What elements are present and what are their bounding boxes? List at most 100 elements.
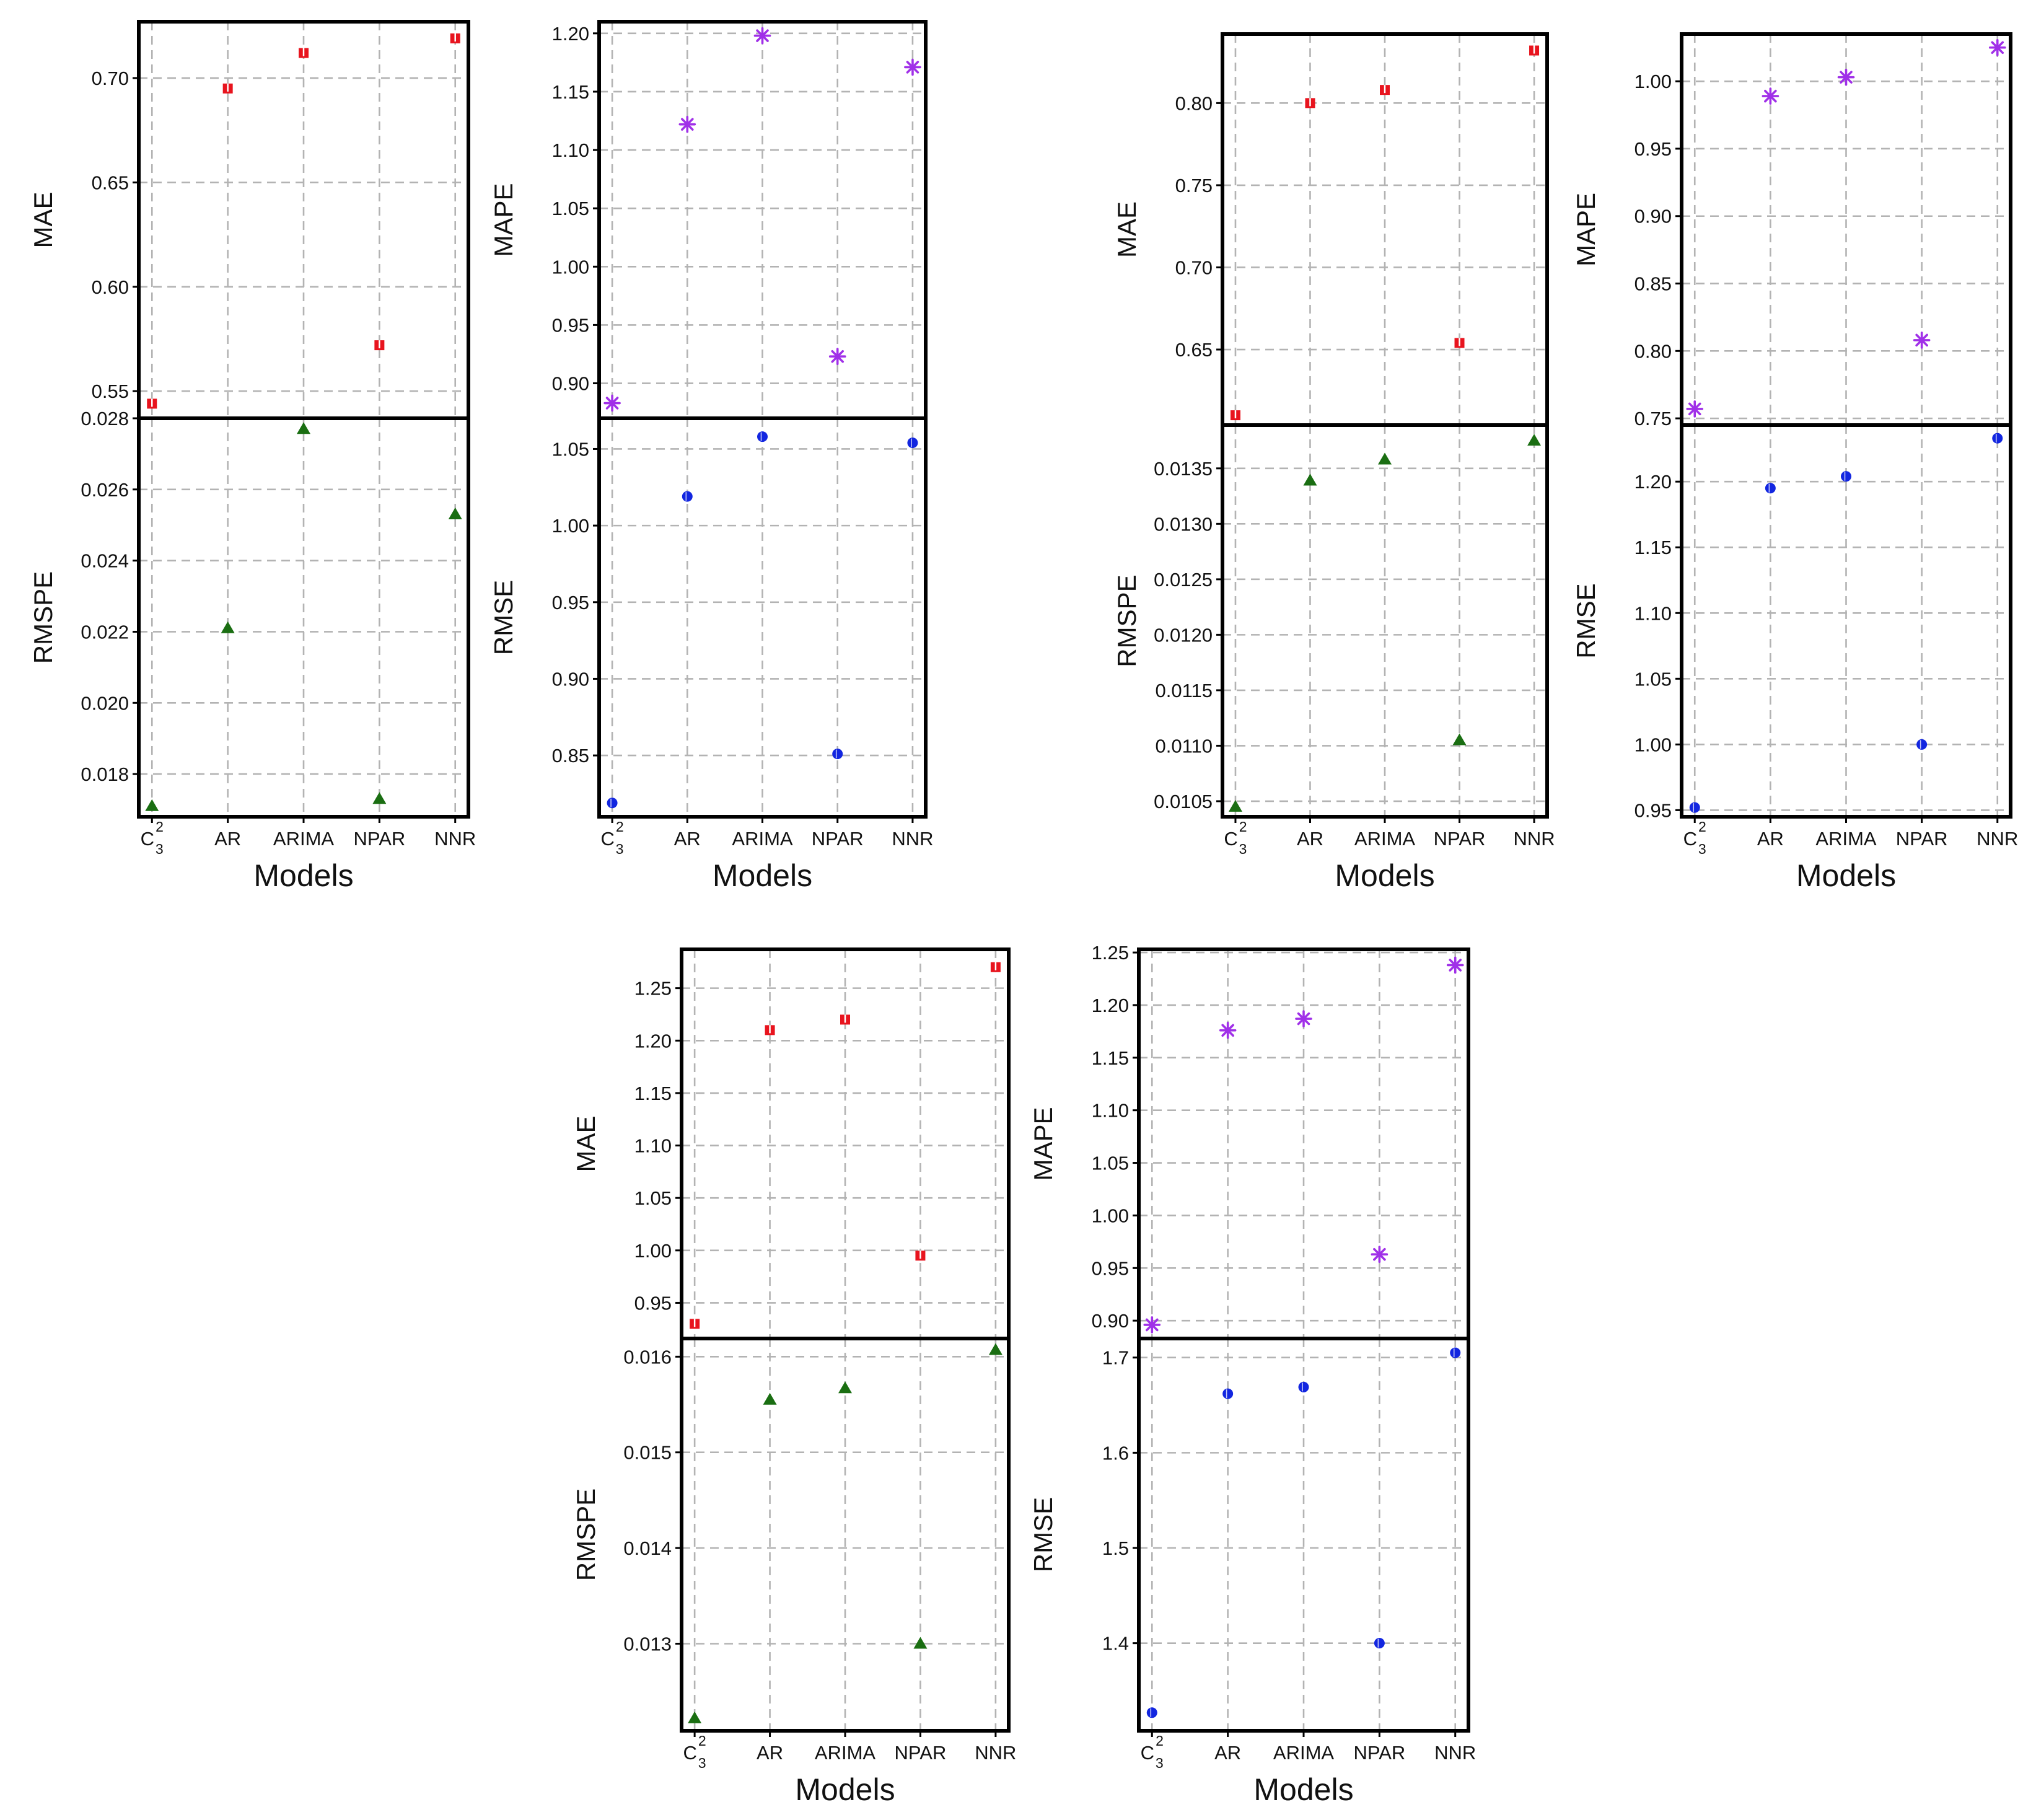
y-tick-label: 1.05	[634, 1187, 672, 1209]
x-tick-label-nnr: NNR	[1434, 1742, 1476, 1764]
rmse-point-nnr	[1450, 1347, 1461, 1358]
mape-point-npar	[1913, 332, 1931, 349]
rmspe-point-nnr	[448, 508, 462, 520]
rmspe-point-nnr	[988, 1343, 1003, 1355]
mae-point-nnr	[990, 962, 1001, 972]
y-tick-label: 1.7	[1102, 1347, 1129, 1369]
y-tick-label: 0.0115	[1155, 680, 1213, 701]
y-tick-label: 1.00	[552, 256, 589, 278]
y-tick-label: 0.90	[1635, 206, 1672, 227]
x-axis-title: Models	[713, 858, 812, 893]
y-tick-label: 1.10	[1092, 1100, 1129, 1122]
x-axis-title: Models	[1335, 858, 1434, 893]
y-tick-label: 0.70	[1175, 257, 1213, 278]
y-tick-label: 1.00	[552, 515, 589, 537]
y-tick-label: 1.05	[1635, 668, 1672, 690]
y-tick-label: 1.15	[1092, 1047, 1129, 1069]
rmspe-point-c	[688, 1711, 702, 1723]
mape-point-nnr	[904, 58, 921, 76]
y-tick-label: 1.25	[634, 978, 672, 1000]
y-tick-label: 0.85	[552, 745, 589, 767]
x-tick-label-c: C2 3	[1683, 819, 1706, 857]
y-axis-label: RMSE	[489, 580, 518, 655]
mape-point-arima	[1837, 68, 1855, 86]
y-axis-label: MAE	[1112, 201, 1141, 258]
y-tick-label: 0.024	[81, 550, 129, 572]
y-axis-label: RMSPE	[571, 1488, 600, 1581]
mae-point-ar	[1305, 98, 1315, 108]
y-tick-label: 0.016	[623, 1346, 672, 1368]
x-tick-label-ar: AR	[757, 1742, 783, 1764]
x-tick-label-npar: NPAR	[353, 828, 405, 850]
y-tick-label: 0.90	[1092, 1310, 1129, 1332]
x-tick-label-arima: ARIMA	[1815, 828, 1877, 850]
x-tick-label-npar: NPAR	[812, 828, 864, 850]
subplot-mape: 0.75 0.80 0.85 0.90 0.95 1.00 MAPE	[1571, 34, 2011, 429]
x-tick-label-ar: AR	[1757, 828, 1784, 850]
x-tick-label-ar: AR	[1297, 828, 1323, 850]
y-tick-label: 0.026	[81, 479, 129, 501]
subplot-rmse: 0.85 0.90 0.95 1.00 1.05 RMSE	[489, 418, 926, 817]
x-tick-label-c: C2 3	[600, 819, 623, 857]
mae-point-nnr	[450, 33, 460, 43]
y-tick-label: 0.95	[1092, 1257, 1129, 1279]
y-tick-label: 1.20	[634, 1030, 672, 1052]
rmspe-point-nnr	[1527, 434, 1542, 446]
y-tick-label: 0.95	[1635, 138, 1672, 160]
y-tick-label: 1.20	[1092, 995, 1129, 1016]
x-tick-label-npar: NPAR	[1353, 1742, 1405, 1764]
mae-point-npar	[915, 1251, 926, 1261]
rmse-point-arima	[757, 431, 768, 442]
y-tick-label: 0.0130	[1154, 513, 1213, 535]
rmse-point-c	[1146, 1707, 1157, 1718]
y-tick-label: 0.80	[1635, 340, 1672, 362]
mape-point-c	[603, 394, 621, 412]
x-tick-label-nnr: NNR	[1513, 828, 1555, 850]
y-tick-label: 0.95	[1635, 799, 1672, 821]
subplot-rmspe: 0.0105 0.0110 0.0115 0.0120 0.0125 0.0130 0.01…	[1112, 425, 1547, 817]
mae-point-npar	[1454, 338, 1465, 348]
subplot-mae: 0.65 0.70 0.75 0.80 MAE	[1112, 34, 1547, 425]
chart-panel-1: 0.550.600.650.70MAE0.0180.0200.0220.0240…	[29, 20, 476, 893]
rmse-point-ar	[1765, 483, 1776, 494]
mape-point-c	[1143, 1316, 1161, 1334]
mae-point-ar	[222, 83, 233, 94]
y-tick-label: 0.55	[92, 380, 129, 402]
y-tick-label: 1.10	[1635, 602, 1672, 624]
y-tick-label: 0.013	[623, 1633, 672, 1655]
subplot-mape: 0.90 0.95 1.00 1.05 1.10 1.15 1.20 1.25 MAPE	[1029, 942, 1468, 1339]
x-axis-title: Models	[1253, 1772, 1353, 1807]
y-tick-label: 0.90	[552, 373, 589, 395]
mae-point-npar	[374, 340, 385, 351]
subplot-mae: 0.95 1.00 1.05 1.10 1.15 1.20 1.25 MAE	[571, 949, 1009, 1339]
y-tick-label: 1.10	[634, 1135, 672, 1157]
y-tick-label: 0.014	[623, 1537, 672, 1559]
y-tick-label: 0.022	[81, 621, 129, 643]
y-tick-label: 1.20	[552, 23, 589, 45]
x-tick-label-c: C2 3	[683, 1733, 706, 1771]
chart-panel-6: 0.900.951.001.051.101.151.201.25MAPE1.41…	[1029, 942, 1476, 1807]
y-tick-label: 0.0135	[1154, 458, 1213, 480]
y-tick-label: 0.020	[81, 692, 129, 714]
rmse-point-npar	[1374, 1638, 1385, 1649]
x-tick-label-nnr: NNR	[975, 1742, 1016, 1764]
rmspe-point-arima	[838, 1381, 852, 1394]
rmspe-point-npar	[372, 792, 387, 804]
rmspe-point-arima	[1378, 452, 1392, 465]
rmse-point-npar	[1916, 739, 1928, 750]
x-tick-label-c: C2 3	[1141, 1733, 1164, 1771]
y-axis-label: MAPE	[489, 183, 518, 257]
mape-point-ar	[678, 115, 696, 133]
x-tick-label-npar: NPAR	[1434, 828, 1486, 850]
x-tick-label-nnr: NNR	[1977, 828, 2018, 850]
x-tick-label-nnr: NNR	[892, 828, 933, 850]
rmspe-point-ar	[1303, 473, 1317, 486]
y-tick-label: 0.60	[92, 276, 129, 298]
y-tick-label: 0.70	[92, 68, 129, 89]
y-tick-label: 1.20	[1635, 471, 1672, 493]
mape-point-npar	[828, 348, 846, 366]
y-tick-label: 0.028	[81, 408, 129, 429]
y-tick-label: 0.65	[1175, 339, 1213, 361]
subplot-mae: 0.55 0.60 0.65 0.70 MAE	[29, 22, 468, 418]
